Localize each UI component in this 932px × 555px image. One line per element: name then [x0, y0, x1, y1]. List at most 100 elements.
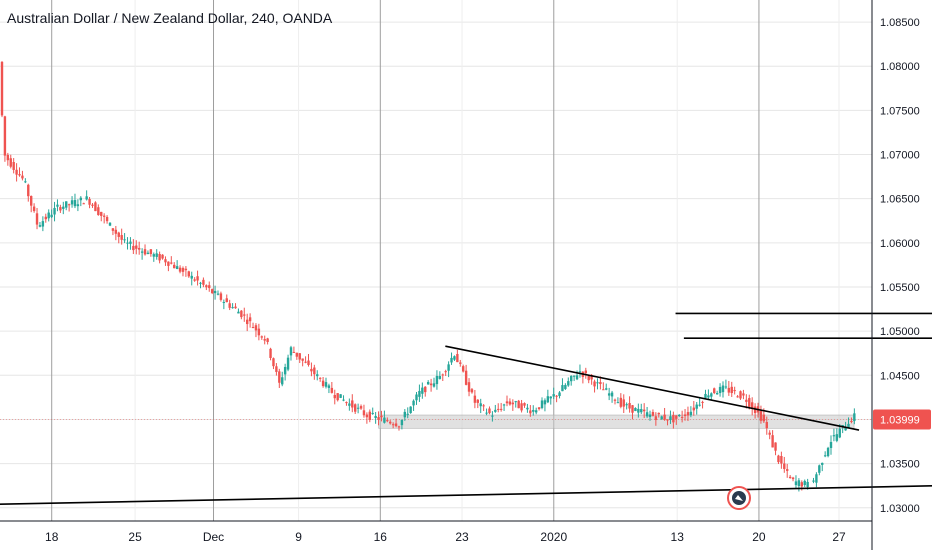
- candle-body: [534, 410, 538, 413]
- candle-body: [529, 410, 532, 414]
- candle-body: [213, 290, 217, 294]
- candle-body: [616, 402, 620, 404]
- candle-body: [826, 447, 830, 457]
- candle-body: [97, 207, 100, 216]
- candle-body: [32, 206, 36, 212]
- candle-body: [786, 469, 789, 471]
- candle-body: [692, 407, 696, 411]
- candle-body: [438, 376, 442, 379]
- candle-body: [447, 364, 450, 371]
- candle-body: [120, 235, 123, 240]
- candle-body: [351, 400, 354, 408]
- candle-body: [406, 413, 409, 415]
- candle-body: [724, 386, 728, 388]
- candle-body: [739, 391, 742, 399]
- candle-body: [818, 465, 821, 473]
- candle-body: [53, 207, 56, 215]
- candle-body: [494, 409, 497, 412]
- candle-body: [216, 293, 220, 295]
- candle-body: [50, 214, 53, 218]
- candle-body: [435, 375, 439, 385]
- candle-body: [823, 455, 827, 457]
- candle-body: [345, 402, 348, 404]
- trendline: [0, 485, 932, 506]
- candle-body: [514, 401, 517, 403]
- candle-body: [298, 353, 301, 360]
- candle-body: [310, 368, 313, 372]
- x-tick-label: 2020: [540, 530, 567, 544]
- candle-body: [570, 375, 573, 382]
- y-tick-label: 1.08000: [880, 61, 920, 73]
- candle-body: [164, 259, 167, 263]
- candle-body: [599, 382, 602, 385]
- candle-body: [596, 382, 599, 384]
- candle-body: [517, 400, 520, 409]
- candle-body: [111, 228, 115, 231]
- candle-body: [257, 328, 261, 336]
- candle-body: [67, 204, 71, 206]
- candle-body: [21, 175, 24, 179]
- candle-body: [140, 251, 144, 253]
- candle-body: [555, 395, 558, 397]
- candle-body: [634, 408, 637, 412]
- candle-body: [771, 435, 774, 448]
- candle-body: [91, 204, 94, 206]
- candle-body: [540, 400, 544, 409]
- candle-body: [689, 411, 693, 416]
- candle-body: [348, 403, 351, 406]
- candle-body: [313, 367, 316, 375]
- candle-body: [394, 423, 398, 427]
- candle-body: [421, 387, 424, 394]
- candle-body: [762, 414, 766, 422]
- candle-body: [377, 417, 380, 420]
- last-price-tag: [873, 409, 931, 430]
- candle-body: [359, 406, 363, 409]
- candle-body: [593, 381, 596, 387]
- candle-body: [660, 416, 663, 420]
- candle-body: [613, 399, 617, 401]
- candle-body: [254, 325, 258, 331]
- candle-body: [412, 400, 415, 406]
- candle-body: [602, 389, 605, 391]
- candle-body: [289, 347, 293, 356]
- candle-body: [336, 393, 339, 401]
- candle-body: [362, 410, 366, 416]
- candle-body: [389, 421, 392, 424]
- candle-body: [605, 388, 608, 390]
- candle-body: [219, 293, 223, 300]
- y-tick-label: 1.06000: [880, 238, 920, 250]
- trendline: [445, 345, 860, 431]
- candle-body: [429, 383, 433, 386]
- candle-body: [637, 408, 640, 413]
- y-tick-label: 1.07500: [880, 105, 920, 117]
- candle-body: [266, 338, 269, 342]
- candle-body: [678, 415, 681, 417]
- candle-body: [353, 404, 357, 412]
- candle-body: [187, 271, 191, 277]
- candle-body: [126, 242, 129, 244]
- candle-body: [567, 381, 570, 386]
- candle-body: [400, 419, 404, 426]
- candle-body: [178, 267, 182, 272]
- candle-body: [205, 285, 208, 288]
- x-tick-label: 23: [455, 530, 469, 544]
- candle-body: [835, 434, 839, 441]
- candle-body: [470, 389, 474, 393]
- candle-body: [543, 400, 547, 405]
- candle-body: [6, 154, 10, 161]
- candle-body: [234, 306, 237, 309]
- candle-body: [324, 382, 328, 387]
- candle-body: [170, 262, 173, 264]
- candle-body: [368, 411, 371, 420]
- candle-body: [418, 390, 421, 397]
- candle-body: [812, 480, 815, 482]
- candle-body: [750, 402, 754, 409]
- candle-body: [65, 201, 68, 208]
- candle-body: [727, 387, 731, 393]
- candle-body: [774, 442, 777, 451]
- candle-body: [143, 249, 147, 255]
- x-tick-label: 20: [752, 530, 766, 544]
- candle-body: [307, 360, 310, 365]
- logo-mark: [735, 495, 743, 501]
